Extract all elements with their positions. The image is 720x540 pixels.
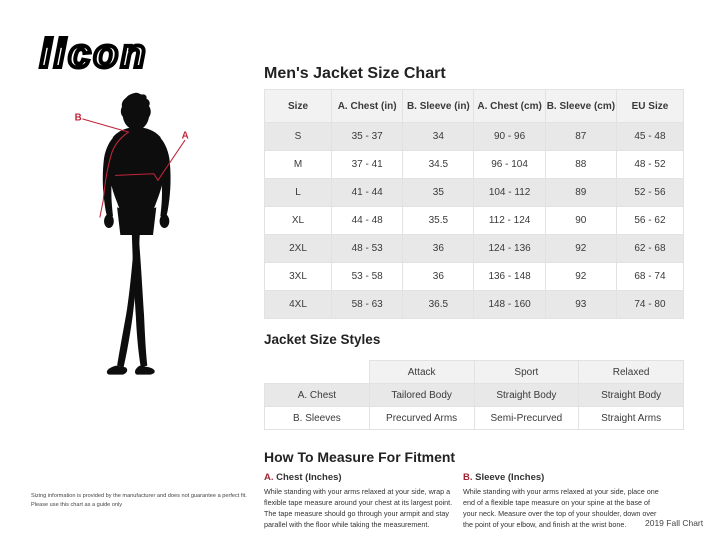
svg-text:B: B <box>75 113 82 124</box>
svg-text:A: A <box>182 131 189 142</box>
